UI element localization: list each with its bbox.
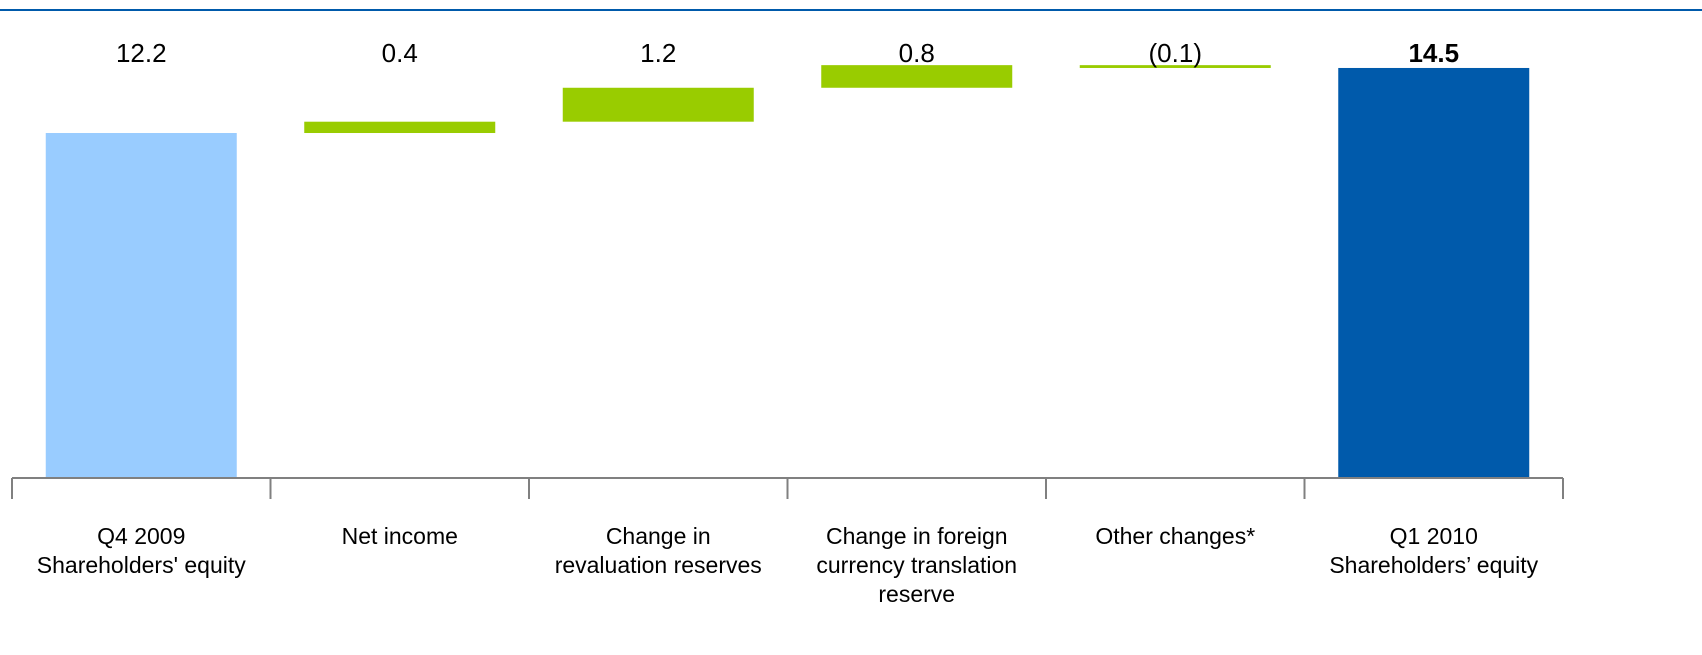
category-label-3: Change in revaluation reserves bbox=[555, 523, 762, 578]
category-labels-group: Q4 2009 Shareholders' equity Net income Cha… bbox=[37, 523, 1539, 607]
value-labels-group: 12.2 0.4 1.2 0.8 (0.1) 14.5 bbox=[116, 38, 1459, 68]
bar-4 bbox=[821, 65, 1013, 88]
category-label-line: Change in bbox=[606, 523, 711, 549]
category-label-line: reserve bbox=[878, 581, 955, 607]
value-label-4: 0.8 bbox=[899, 38, 935, 68]
category-label-4: Change in foreign currency translation res… bbox=[816, 523, 1017, 607]
value-label-6: 14.5 bbox=[1408, 38, 1459, 68]
category-label-line: Change in foreign bbox=[826, 523, 1008, 549]
bar-6 bbox=[1338, 67, 1530, 478]
value-label-5: (0.1) bbox=[1149, 38, 1202, 68]
bars-group bbox=[45, 65, 1530, 478]
category-label-line: currency translation bbox=[816, 552, 1017, 578]
category-label-line: Q1 2010 bbox=[1390, 523, 1478, 549]
category-label-2: Net income bbox=[342, 523, 458, 549]
bar-2 bbox=[304, 121, 496, 134]
category-label-line: Shareholders’ equity bbox=[1329, 552, 1538, 578]
value-label-1: 12.2 bbox=[116, 38, 167, 68]
category-label-5: Other changes* bbox=[1095, 523, 1255, 549]
bar-3 bbox=[562, 87, 754, 122]
category-label-6: Q1 2010 Shareholders’ equity bbox=[1329, 523, 1538, 578]
category-label-line: Net income bbox=[342, 523, 458, 549]
category-label-line: Other changes* bbox=[1095, 523, 1255, 549]
value-label-2: 0.4 bbox=[382, 38, 418, 68]
bar-1 bbox=[45, 133, 237, 478]
bar-5 bbox=[1079, 65, 1271, 68]
x-axis bbox=[11, 477, 1564, 499]
category-label-line: revaluation reserves bbox=[555, 552, 762, 578]
category-label-1: Q4 2009 Shareholders' equity bbox=[37, 523, 246, 578]
category-label-line: Q4 2009 bbox=[97, 523, 185, 549]
category-label-line: Shareholders' equity bbox=[37, 552, 246, 578]
value-label-3: 1.2 bbox=[640, 38, 676, 68]
